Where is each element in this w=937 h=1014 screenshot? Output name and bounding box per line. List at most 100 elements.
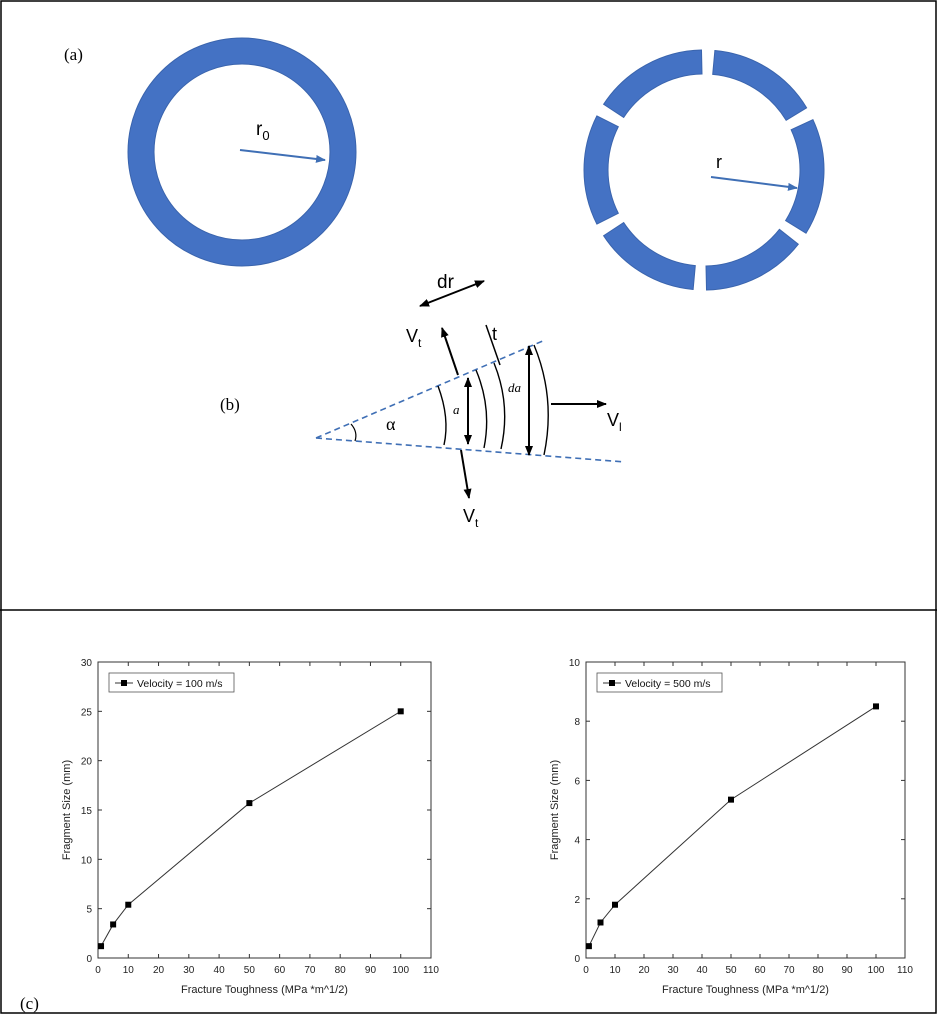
- y-tick-label: 10: [81, 855, 93, 866]
- intact-ring: [127, 37, 357, 267]
- ring-fragment: [602, 49, 703, 119]
- vt-bottom-label: Vt: [463, 506, 479, 530]
- radius-arrow-fragmented: [710, 176, 798, 191]
- y-tick-label: 0: [86, 954, 92, 965]
- radius-label-intact: r0: [256, 119, 270, 143]
- ring-fragment: [705, 228, 800, 291]
- x-tick-label: 70: [304, 965, 316, 976]
- series-line: [100, 710, 401, 947]
- x-tick-label: 0: [583, 965, 589, 976]
- x-tick-label: 110: [423, 965, 439, 976]
- y-tick-label: 25: [81, 707, 93, 718]
- y-tick-label: 2: [574, 895, 580, 906]
- legend-label: Velocity = 100 m/s: [137, 678, 223, 690]
- wedge-diagram: α a da dr t Vt Vt Vl: [315, 272, 626, 530]
- legend-box: [596, 672, 723, 693]
- fragmented-ring: [583, 49, 825, 291]
- shell-arc-3: [493, 362, 506, 450]
- legend-label: Velocity = 500 m/s: [625, 678, 711, 690]
- da-label: da: [508, 380, 522, 395]
- x-tick-label: 50: [244, 965, 256, 976]
- t-label: t: [492, 324, 497, 344]
- y-tick-label: 30: [81, 658, 93, 669]
- data-point: [612, 901, 618, 908]
- y-tick-label: 5: [86, 905, 92, 916]
- y-axis-title: Fragment Size (mm): [61, 760, 73, 860]
- data-point: [585, 943, 592, 950]
- y-tick-label: 15: [81, 806, 93, 817]
- shell-arc-2: [475, 369, 488, 449]
- legend-marker: [121, 680, 127, 686]
- x-tick-label: 20: [638, 965, 650, 976]
- x-tick-label: 60: [754, 965, 766, 976]
- chart-velocity-100: 0 10 20 30 40 50 60 70 80 90 100 110 0 5 10 15 20 25 30 Fra…: [61, 658, 439, 996]
- x-tick-label: 10: [123, 965, 135, 976]
- y-tick-label: 0: [574, 954, 580, 965]
- wedge-upper-line: [315, 339, 546, 439]
- data-point: [246, 800, 253, 807]
- shell-arc-4: [533, 344, 549, 456]
- alpha-label: α: [386, 414, 396, 434]
- x-tick-label: 90: [365, 965, 377, 976]
- x-tick-label: 50: [725, 965, 737, 976]
- x-tick-label: 110: [897, 965, 913, 976]
- shell-arc-1: [437, 385, 447, 446]
- vt-top-label: Vt: [406, 326, 422, 350]
- y-tick-label: 20: [81, 757, 93, 768]
- chart-velocity-500: 0 10 20 30 40 50 60 70 80 90 100 110 0 2 4 6 8 10 Fracture…: [549, 658, 913, 996]
- x-axis-title: Fracture Toughness (MPa *m^1/2): [181, 984, 348, 996]
- x-tick-label: 90: [841, 965, 853, 976]
- x-tick-label: 40: [214, 965, 226, 976]
- radius-arrow-intact: [239, 149, 326, 163]
- y-tick-label: 8: [574, 717, 580, 728]
- x-tick-label: 60: [274, 965, 286, 976]
- t-marker-line: [485, 324, 501, 366]
- wedge-lower-line: [315, 437, 626, 463]
- x-tick-label: 100: [868, 965, 885, 976]
- ring-fragment: [712, 49, 808, 121]
- dr-arrow: [419, 280, 485, 307]
- vt-bottom-arrow: [460, 449, 472, 499]
- alpha-arc: [350, 423, 357, 442]
- data-point: [728, 796, 734, 803]
- x-axis-title: Fracture Toughness (MPa *m^1/2): [662, 984, 829, 996]
- data-point: [597, 919, 604, 926]
- x-tick-label: 0: [95, 965, 101, 976]
- data-point: [873, 703, 879, 710]
- legend-box: [108, 672, 235, 693]
- y-tick-label: 10: [569, 658, 581, 669]
- legend: Velocity = 100 m/s: [108, 672, 235, 693]
- x-tick-label: 100: [392, 965, 409, 976]
- panel-c-label: (c): [20, 994, 39, 1013]
- vt-top-arrow: [441, 327, 459, 376]
- legend-marker: [609, 680, 615, 686]
- x-tick-label: 40: [696, 965, 708, 976]
- x-tick-label: 80: [812, 965, 824, 976]
- ring-fragment: [602, 221, 696, 291]
- x-tick-label: 30: [183, 965, 195, 976]
- data-point: [397, 708, 404, 715]
- vl-label: Vl: [607, 410, 622, 434]
- data-point: [110, 921, 117, 928]
- x-tick-label: 70: [783, 965, 795, 976]
- data-point: [98, 943, 105, 950]
- data-point: [125, 901, 132, 908]
- plot-frame: [97, 661, 432, 959]
- x-tick-label: 80: [335, 965, 347, 976]
- ring-fragment: [784, 119, 825, 234]
- ring-fragment: [583, 115, 619, 225]
- radius-label-fragmented: r: [716, 152, 722, 172]
- panel-b-label: (b): [220, 395, 240, 414]
- y-tick-label: 4: [574, 836, 580, 847]
- plot-frame: [585, 661, 906, 959]
- series-line: [588, 705, 877, 947]
- panel-a-label: (a): [64, 45, 83, 64]
- y-axis-title: Fragment Size (mm): [549, 760, 561, 860]
- x-tick-label: 20: [153, 965, 165, 976]
- x-tick-label: 30: [667, 965, 679, 976]
- x-tick-label: 10: [609, 965, 621, 976]
- dr-label: dr: [437, 272, 455, 293]
- a-label: a: [453, 402, 460, 417]
